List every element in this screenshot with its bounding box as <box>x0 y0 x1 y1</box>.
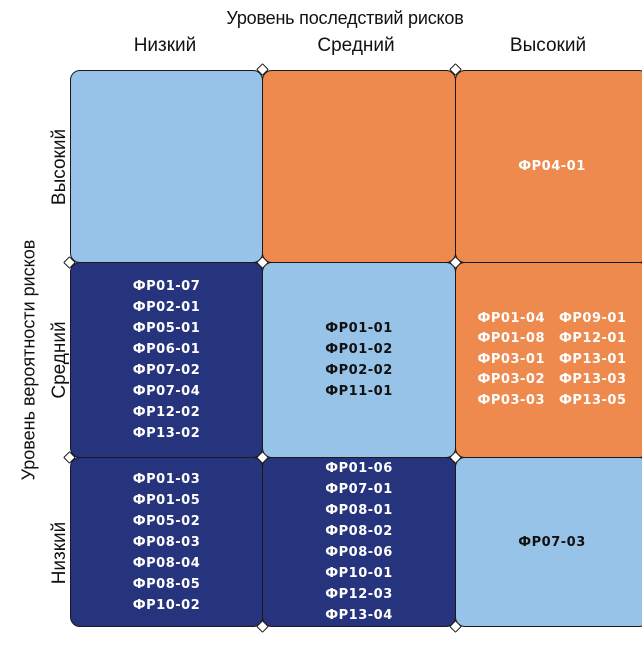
risk-code-list: ФР01-07 ФР02-01 ФР05-01 ФР06-01 ФР07-02 ФР07-… <box>133 276 201 444</box>
risk-code: ФР06-01 <box>132 342 201 357</box>
cell-low-prob-high-impact: ФР07-03 <box>455 457 642 627</box>
risk-code: ФР07-01 <box>325 482 393 497</box>
risk-code: ФР08-01 <box>325 503 393 518</box>
risk-code: ФР13-03 <box>559 372 627 388</box>
cell-medium-prob-low-impact: ФР01-07 ФР02-01 ФР05-01 ФР06-01 ФР07-02 ФР07-… <box>70 262 263 458</box>
risk-code-column: ФР09-01 ФР12-01 ФР13-01 ФР13-03 ФР13-05 <box>559 309 627 412</box>
cell-high-prob-low-impact <box>70 70 263 263</box>
risk-code: ФР08-05 <box>132 576 201 592</box>
risk-code: ФР08-04 <box>132 555 201 571</box>
risk-code: ФР13-05 <box>559 392 627 408</box>
risk-code: ФР03-03 <box>477 392 545 408</box>
risk-code: ФР05-02 <box>132 513 201 529</box>
risk-code: ФР08-02 <box>325 524 393 539</box>
risk-code-column: ФР01-04 ФР01-08 ФР03-01 ФР03-02 ФР03-03 <box>478 309 546 412</box>
risk-code: ФР10-01 <box>325 566 393 581</box>
cell-medium-prob-high-impact: ФР01-04 ФР01-08 ФР03-01 ФР03-02 ФР03-03 ФР09-… <box>455 262 642 458</box>
risk-code: ФР01-05 <box>132 492 201 508</box>
risk-code: ФР04-01 <box>518 159 586 174</box>
risk-code: ФР01-03 <box>132 471 201 487</box>
risk-code-list: ФР01-01 ФР01-02 ФР02-02 ФР11-01 <box>325 318 393 402</box>
row-label-low: Низкий <box>49 521 70 585</box>
risk-code-list: ФР01-04 ФР01-08 ФР03-01 ФР03-02 ФР03-03 ФР09-… <box>478 309 627 412</box>
risk-code: ФР12-03 <box>325 587 393 602</box>
risk-code: ФР03-02 <box>477 372 545 388</box>
risk-code: ФР01-07 <box>132 279 201 294</box>
risk-code: ФР05-01 <box>132 321 201 336</box>
cell-high-prob-medium-impact <box>262 70 456 263</box>
risk-code: ФР01-06 <box>325 461 393 476</box>
risk-code: ФР09-01 <box>559 310 627 326</box>
row-label-medium: Средний <box>49 321 70 399</box>
risk-code-list: ФР04-01 <box>518 156 586 177</box>
risk-code: ФР02-01 <box>132 300 201 315</box>
cell-high-prob-high-impact: ФР04-01 <box>455 70 642 263</box>
risk-code: ФР01-01 <box>325 321 393 336</box>
risk-code: ФР10-02 <box>132 597 201 613</box>
column-label-high: Высокий <box>509 35 587 56</box>
column-label-medium: Средний <box>317 35 395 56</box>
cell-low-prob-low-impact: ФР01-03 ФР01-05 ФР05-02 ФР08-03 ФР08-04 ФР08-… <box>70 457 263 627</box>
risk-code: ФР03-01 <box>477 351 545 367</box>
risk-code: ФР12-01 <box>559 331 627 347</box>
risk-code: ФР07-02 <box>132 363 201 378</box>
risk-code: ФР13-04 <box>325 608 393 623</box>
cell-low-prob-medium-impact: ФР01-06 ФР07-01 ФР08-01 ФР08-02 ФР08-06 ФР10-… <box>262 457 456 627</box>
row-label-high: Высокий <box>49 128 70 206</box>
risk-code: ФР01-02 <box>325 342 393 357</box>
matrix-grid: ФР04-01 ФР01-07 ФР02-01 ФР05-01 ФР06-01 ФР07… <box>63 63 642 633</box>
risk-code: ФР08-03 <box>132 534 201 550</box>
risk-code-list: ФР01-06 ФР07-01 ФР08-01 ФР08-02 ФР08-06 ФР10-… <box>325 458 393 626</box>
column-label-low: Низкий <box>133 35 197 56</box>
y-axis-title: Уровень вероятности рисков <box>18 239 39 481</box>
risk-code: ФР07-03 <box>518 534 586 550</box>
risk-code: ФР13-02 <box>132 426 201 441</box>
risk-code: ФР02-02 <box>325 363 393 378</box>
x-axis-title: Уровень последствий рисков <box>226 8 464 28</box>
risk-code-list: ФР07-03 <box>518 532 586 553</box>
risk-code: ФР08-06 <box>325 545 393 560</box>
risk-code: ФР07-04 <box>132 384 201 399</box>
cell-medium-prob-medium-impact: ФР01-01 ФР01-02 ФР02-02 ФР11-01 <box>262 262 456 458</box>
risk-code: ФР01-04 <box>477 310 545 326</box>
risk-code: ФР12-02 <box>132 405 201 420</box>
risk-code: ФР13-01 <box>559 351 627 367</box>
risk-code: ФР11-01 <box>325 384 393 399</box>
risk-code: ФР01-08 <box>477 331 545 347</box>
risk-code-list: ФР01-03 ФР01-05 ФР05-02 ФР08-03 ФР08-04 ФР08-… <box>133 469 201 616</box>
